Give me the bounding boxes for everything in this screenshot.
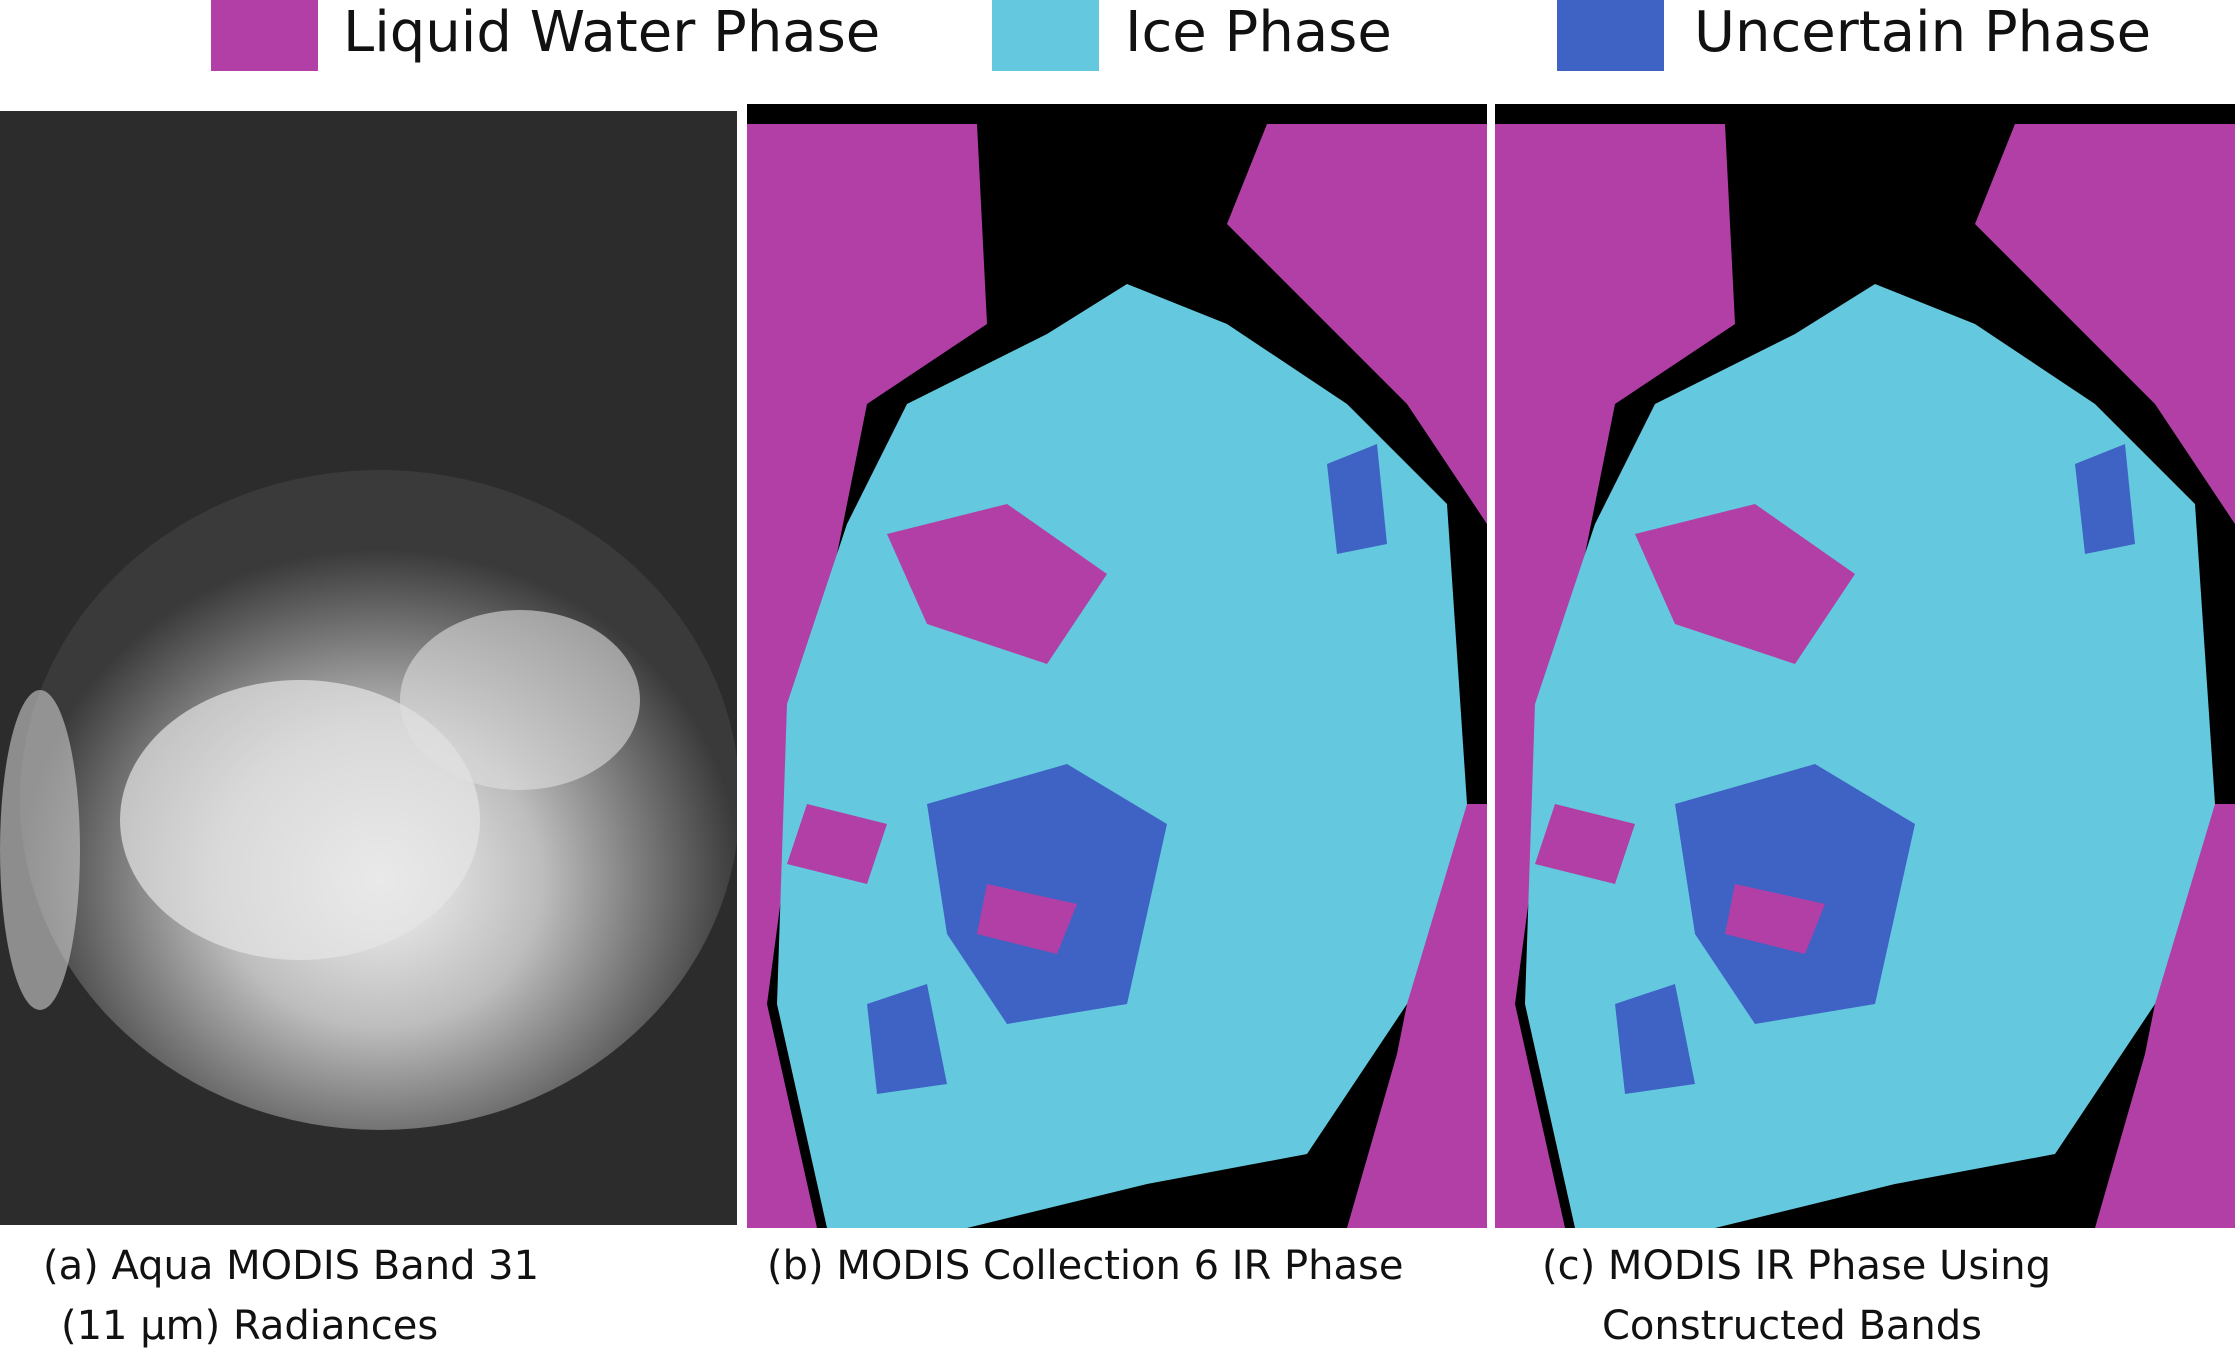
panel-b (747, 104, 1487, 1228)
panel-a (0, 111, 737, 1225)
legend-label: Ice Phase (1125, 0, 1392, 65)
panel-c (1495, 104, 2235, 1228)
panel-caption: (b) MODIS Collection 6 IR Phase (767, 1243, 1403, 1289)
panel-caption: (a) Aqua MODIS Band 31 (43, 1243, 539, 1289)
legend-swatch (992, 0, 1099, 71)
legend: Liquid Water Phase Ice Phase Uncertain Pha… (211, 0, 2151, 71)
legend-label: Uncertain Phase (1694, 0, 2151, 65)
captions: (a) Aqua MODIS Band 31 (11 µm) Radiances (… (43, 1243, 2051, 1349)
legend-swatch (1557, 0, 1664, 71)
legend-swatch (211, 0, 318, 71)
panel-caption: (11 µm) Radiances (61, 1303, 438, 1349)
panel-caption: (c) MODIS IR Phase Using (1542, 1243, 2051, 1289)
panel-caption: Constructed Bands (1602, 1303, 1982, 1349)
legend-label: Liquid Water Phase (343, 0, 880, 65)
